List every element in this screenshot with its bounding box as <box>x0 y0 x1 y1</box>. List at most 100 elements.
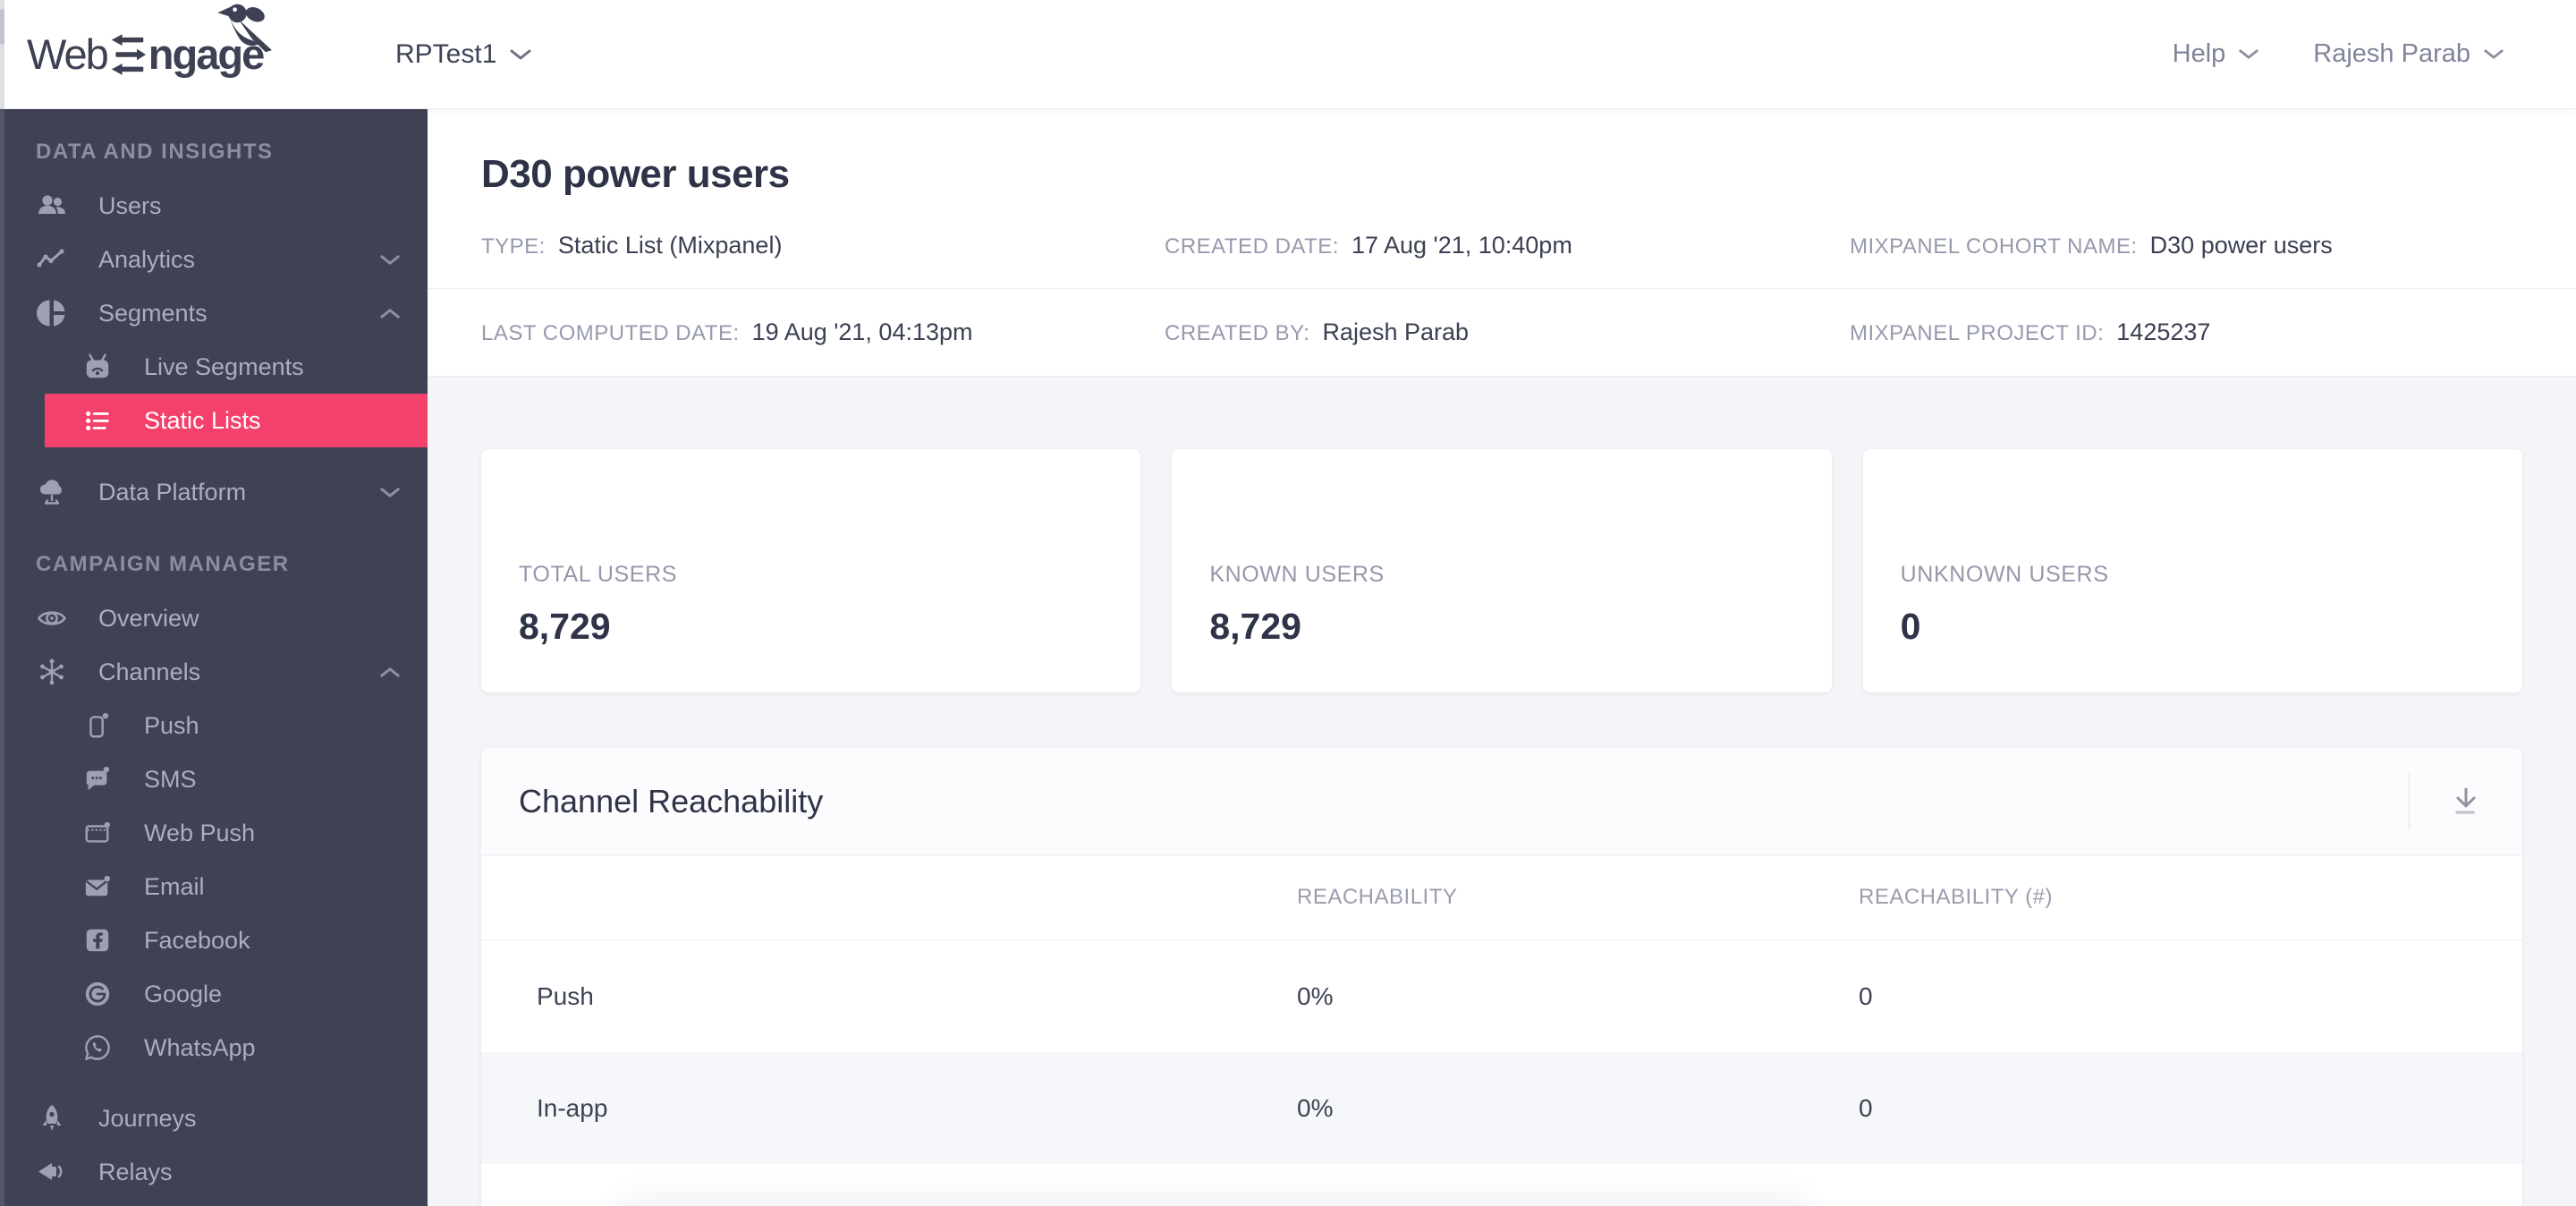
meta-value: 17 Aug '21, 10:40pm <box>1351 231 1572 259</box>
sidebar-item-static-lists[interactable]: Static Lists <box>45 394 428 447</box>
stat-label: TOTAL USERS <box>519 562 678 587</box>
channel-reachability-title: Channel Reachability <box>519 782 824 820</box>
meta-value: Rajesh Parab <box>1322 318 1470 345</box>
project-selector[interactable]: RPTest1 <box>395 39 532 70</box>
reachability-table-header: REACHABILITY REACHABILITY (#) <box>481 855 2522 940</box>
channels-hub-icon <box>36 656 68 688</box>
meta-label: TYPE: <box>481 234 546 259</box>
sidebar-item-analytics[interactable]: Analytics <box>0 233 428 286</box>
table-row-in-app: In-app 0% 0 <box>481 1052 2522 1164</box>
logo-word-web: Web <box>27 30 109 78</box>
meta-mixpanel-project-id: MIXPANEL PROJECT ID: 1425237 <box>1850 318 2522 346</box>
stat-label: KNOWN USERS <box>1209 562 1385 587</box>
sidebar-item-label: Segments <box>98 299 208 327</box>
cell-reachability-percent: 0% <box>1297 1093 1334 1122</box>
stat-cards: TOTAL USERS 8,729 KNOWN USERS 8,729 UNKN… <box>481 449 2522 692</box>
meta-row-1: TYPE: Static List (Mixpanel) CREATED DAT… <box>428 202 2576 289</box>
channel-reachability-header: Channel Reachability <box>481 748 2522 855</box>
relays-megaphone-icon <box>36 1156 68 1188</box>
cell-channel: Push <box>537 981 594 1010</box>
sidebar-item-channels[interactable]: Channels <box>0 645 428 699</box>
cell-channel: In-app <box>537 1093 608 1122</box>
web-push-browser-icon <box>81 817 114 849</box>
download-icon <box>2455 787 2477 814</box>
left-scrollbar-thumb[interactable] <box>0 9 4 45</box>
cell-reachability-count: 0 <box>1859 1093 1873 1122</box>
sidebar-item-segments[interactable]: Segments <box>0 286 428 340</box>
sidebar-item-whatsapp[interactable]: WhatsApp <box>0 1021 428 1074</box>
meta-created-by: CREATED BY: Rajesh Parab <box>1165 318 1850 346</box>
meta-row-2: LAST COMPUTED DATE: 19 Aug '21, 04:13pm … <box>428 289 2576 376</box>
sidebar-item-label: Data Platform <box>98 478 247 505</box>
sidebar-item-label: Relays <box>98 1158 173 1185</box>
sidebar-item-label: Users <box>98 191 162 219</box>
help-label: Help <box>2172 39 2226 68</box>
column-reachability: REACHABILITY <box>1297 885 1458 909</box>
sidebar-item-push[interactable]: Push <box>0 699 428 752</box>
meta-type: TYPE: Static List (Mixpanel) <box>481 232 1165 259</box>
data-platform-cloud-icon <box>36 476 68 508</box>
sidebar-item-facebook[interactable]: Facebook <box>0 913 428 967</box>
sidebar-item-label: SMS <box>144 765 197 793</box>
journeys-rocket-icon <box>36 1102 68 1134</box>
chevron-down-icon <box>379 253 401 267</box>
project-name: RPTest1 <box>395 38 497 69</box>
main-content: D30 power users TYPE: Static List (Mixpa… <box>428 109 2576 1206</box>
sidebar-item-label: Push <box>144 711 199 739</box>
live-segments-icon <box>81 351 114 383</box>
meta-value: Static List (Mixpanel) <box>557 231 783 259</box>
sidebar-item-label: Live Segments <box>144 352 304 380</box>
sidebar-item-label: Channels <box>98 658 201 685</box>
user-name: Rajesh Parab <box>2313 39 2470 68</box>
chevron-down-icon <box>510 49 531 59</box>
stat-value: 0 <box>1900 606 1921 647</box>
sms-chat-icon <box>81 763 114 795</box>
sidebar-item-data-platform[interactable]: Data Platform <box>0 465 428 519</box>
sidebar-item-live-segments[interactable]: Live Segments <box>0 340 428 394</box>
user-menu[interactable]: Rajesh Parab <box>2313 39 2504 69</box>
stat-value: 8,729 <box>1209 606 1301 647</box>
chevron-up-icon <box>379 666 401 679</box>
sidebar-item-relays[interactable]: Relays <box>0 1145 428 1199</box>
sidebar-item-overview[interactable]: Overview <box>0 591 428 645</box>
chevron-down-icon <box>2484 49 2504 59</box>
table-row-push: Push 0% 0 <box>481 940 2522 1052</box>
meta-label: MIXPANEL COHORT NAME: <box>1850 234 2138 259</box>
meta-last-computed-date: LAST COMPUTED DATE: 19 Aug '21, 04:13pm <box>481 318 1165 346</box>
stat-card-unknown-users: UNKNOWN USERS 0 <box>1862 449 2522 692</box>
topbar-right: Help Rajesh Parab <box>2173 39 2576 69</box>
meta-value: D30 power users <box>2149 231 2333 259</box>
sidebar-item-sms[interactable]: SMS <box>0 752 428 806</box>
sidebar-item-label: Google <box>144 980 223 1007</box>
sidebar-item-label: Analytics <box>98 245 196 273</box>
download-button[interactable] <box>2410 748 2522 854</box>
sidebar-item-google[interactable]: Google <box>0 967 428 1021</box>
sidebar-item-email[interactable]: Email <box>0 860 428 913</box>
sidebar-item-label: Journeys <box>98 1104 197 1132</box>
meta-label: LAST COMPUTED DATE: <box>481 321 740 345</box>
sidebar-section-data-insights: DATA AND INSIGHTS <box>36 140 274 164</box>
sidebar-item-users[interactable]: Users <box>0 179 428 233</box>
meta-created-date: CREATED DATE: 17 Aug '21, 10:40pm <box>1165 232 1850 259</box>
sidebar-item-label: WhatsApp <box>144 1033 256 1061</box>
channel-reachability-card: Channel Reachability <box>481 748 2522 1206</box>
eye-icon <box>36 602 68 634</box>
left-scrollbar-track[interactable] <box>0 0 4 1206</box>
meta-label: MIXPANEL PROJECT ID: <box>1850 321 2105 345</box>
sidebar-item-web-push[interactable]: Web Push <box>0 806 428 860</box>
facebook-icon <box>81 924 114 956</box>
chevron-down-icon <box>379 486 401 499</box>
email-envelope-icon <box>81 871 114 903</box>
cell-reachability-percent: 0% <box>1297 981 1334 1010</box>
reachability-actions <box>2409 748 2522 854</box>
below-fold-element-shadow <box>617 1183 1811 1206</box>
sidebar-item-journeys[interactable]: Journeys <box>0 1091 428 1145</box>
webengage-logo[interactable]: Web ngage <box>27 4 340 79</box>
sidebar-section-campaign-manager: CAMPAIGN MANAGER <box>36 552 290 576</box>
stat-card-known-users: KNOWN USERS 8,729 <box>1172 449 1832 692</box>
meta-label: CREATED DATE: <box>1165 234 1339 259</box>
segments-pie-icon <box>36 297 68 329</box>
logo-arrows-e-icon <box>111 33 146 75</box>
help-menu[interactable]: Help <box>2173 39 2260 69</box>
